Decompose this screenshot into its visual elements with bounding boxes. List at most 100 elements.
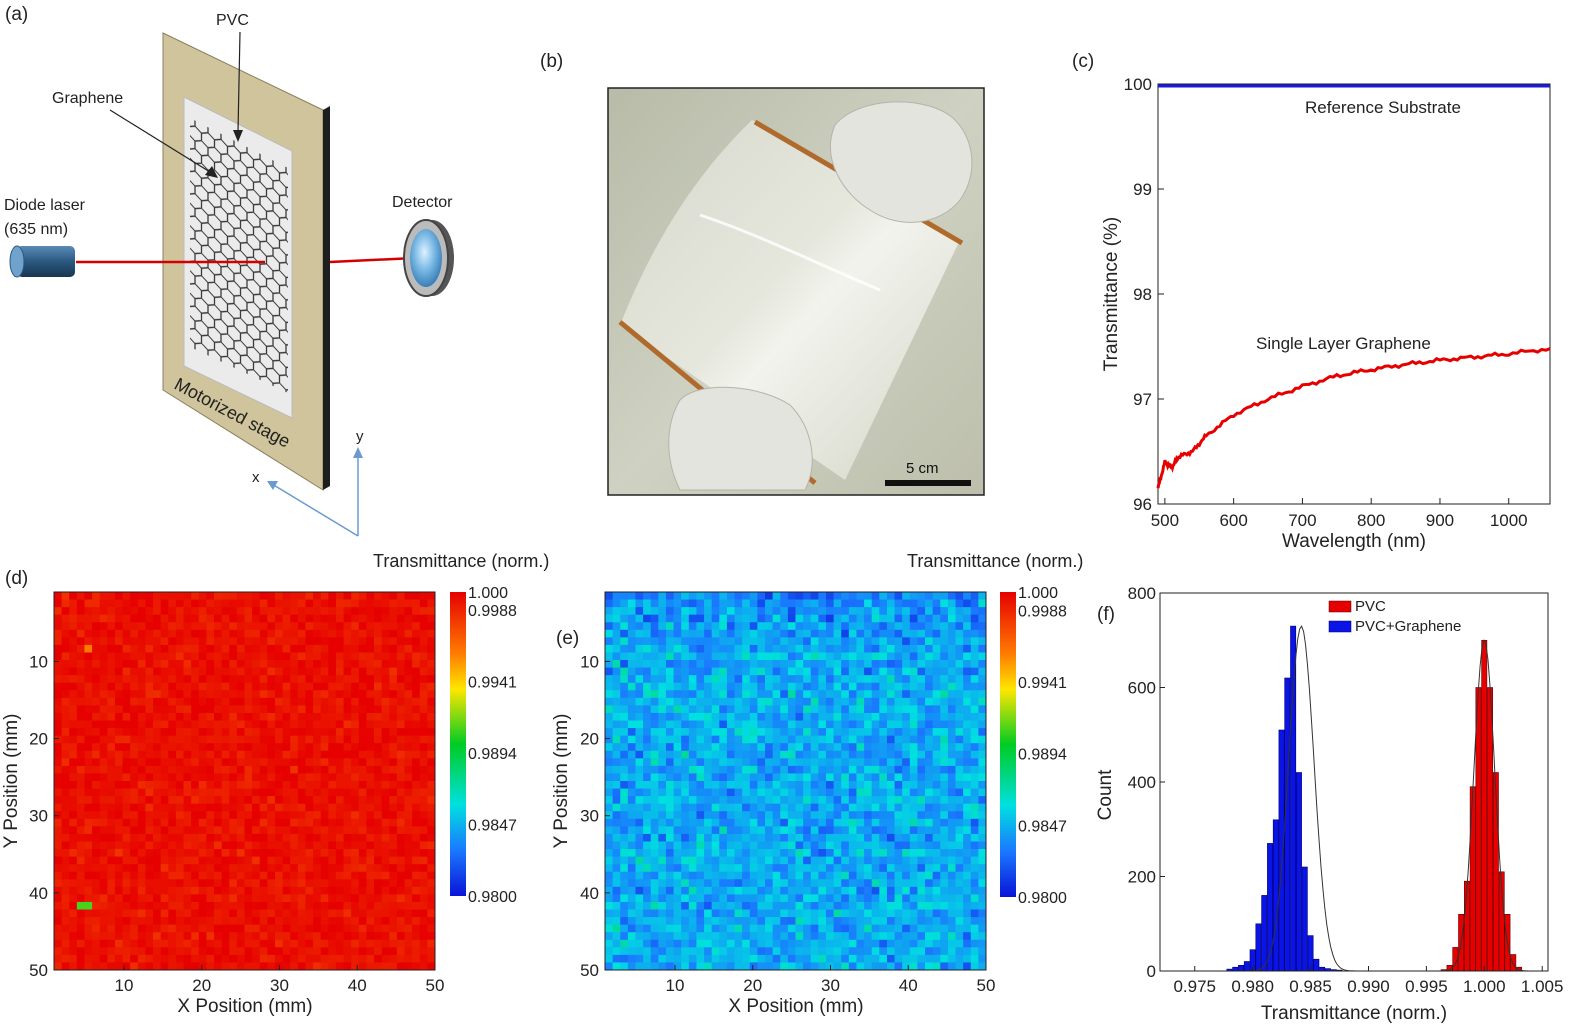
heatmap-cell bbox=[298, 932, 306, 940]
heatmap-cell bbox=[765, 947, 773, 955]
heatmap-cell bbox=[54, 637, 62, 645]
heatmap-cell bbox=[191, 690, 199, 698]
heatmap-cell bbox=[191, 940, 199, 948]
heatmap-cell bbox=[374, 728, 382, 736]
heatmap-cell bbox=[856, 622, 864, 630]
heatmap-cell bbox=[933, 773, 941, 781]
heatmap-cell bbox=[757, 834, 765, 842]
heatmap-cell bbox=[389, 925, 397, 933]
heatmap-cell bbox=[796, 652, 804, 660]
heatmap-cell bbox=[267, 879, 275, 887]
heatmap-cell bbox=[328, 637, 336, 645]
heatmap-cell bbox=[145, 637, 153, 645]
heatmap-cell bbox=[366, 721, 374, 729]
heatmap-cell bbox=[382, 773, 390, 781]
heatmap-cell bbox=[864, 849, 872, 857]
heatmap-cell bbox=[397, 698, 405, 706]
heatmap-cell bbox=[689, 607, 697, 615]
heatmap-cell bbox=[397, 962, 405, 970]
heatmap-cell bbox=[77, 630, 85, 638]
heatmap-cell bbox=[628, 705, 636, 713]
heatmap-cell bbox=[245, 819, 253, 827]
heatmap-cell bbox=[948, 819, 956, 827]
heatmap-cell bbox=[628, 804, 636, 812]
heatmap-cell bbox=[780, 849, 788, 857]
heatmap-cell bbox=[69, 804, 77, 812]
heatmap-cell bbox=[405, 910, 413, 918]
heatmap-cell bbox=[290, 804, 298, 812]
heatmap-cell bbox=[796, 796, 804, 804]
heatmap-cell bbox=[328, 940, 336, 948]
heatmap-cell bbox=[849, 721, 857, 729]
heatmap-cell bbox=[389, 887, 397, 895]
heatmap-cell bbox=[925, 743, 933, 751]
heatmap-cell bbox=[138, 705, 146, 713]
heatmap-cell bbox=[168, 940, 176, 948]
heatmap-cell bbox=[69, 683, 77, 691]
heatmap-cell bbox=[222, 698, 230, 706]
heatmap-cell bbox=[321, 894, 329, 902]
heatmap-cell bbox=[420, 811, 428, 819]
heatmap-cell bbox=[849, 894, 857, 902]
heatmap-cell bbox=[229, 902, 237, 910]
heatmap-cell bbox=[420, 789, 428, 797]
heatmap-cell bbox=[963, 743, 971, 751]
heatmap-cell bbox=[328, 721, 336, 729]
heatmap-cell bbox=[750, 947, 758, 955]
heatmap-cell bbox=[245, 917, 253, 925]
heatmap-cell bbox=[666, 751, 674, 759]
heatmap-cell bbox=[328, 630, 336, 638]
heatmap-cell bbox=[681, 630, 689, 638]
heatmap-cell bbox=[69, 668, 77, 676]
heatmap-cell bbox=[849, 660, 857, 668]
heatmap-cell bbox=[222, 887, 230, 895]
heatmap-cell bbox=[727, 690, 735, 698]
heatmap-cell bbox=[138, 841, 146, 849]
heatmap-cell bbox=[727, 879, 735, 887]
heatmap-cell bbox=[420, 781, 428, 789]
heatmap-cell bbox=[283, 607, 291, 615]
heatmap-cell bbox=[92, 894, 100, 902]
heatmap-cell bbox=[397, 887, 405, 895]
heatmap-cell bbox=[351, 872, 359, 880]
heatmap-cell bbox=[62, 917, 70, 925]
heatmap-cell bbox=[605, 668, 613, 676]
heatmap-cell bbox=[138, 902, 146, 910]
heatmap-cell bbox=[115, 652, 123, 660]
heatmap-cell bbox=[328, 600, 336, 608]
heatmap-cell bbox=[321, 773, 329, 781]
heatmap-cell bbox=[397, 826, 405, 834]
heatmap-cell bbox=[366, 758, 374, 766]
heatmap-cell bbox=[796, 947, 804, 955]
heatmap-cell bbox=[168, 872, 176, 880]
heatmap-cell bbox=[674, 637, 682, 645]
heatmap-cell bbox=[971, 849, 979, 857]
heatmap-cell bbox=[77, 660, 85, 668]
heatmap-cell bbox=[856, 705, 864, 713]
heatmap-cell bbox=[199, 917, 207, 925]
heatmap-cell bbox=[742, 675, 750, 683]
heatmap-cell bbox=[879, 743, 887, 751]
heatmap-cell bbox=[359, 773, 367, 781]
heatmap-cell bbox=[849, 864, 857, 872]
heatmap-cell bbox=[62, 857, 70, 865]
heatmap-cell bbox=[206, 683, 214, 691]
heatmap-cell bbox=[856, 607, 864, 615]
heatmap-cell bbox=[948, 910, 956, 918]
heatmap-cell bbox=[260, 925, 268, 933]
heatmap-cell bbox=[887, 925, 895, 933]
heatmap-cell bbox=[773, 668, 781, 676]
heatmap-cell bbox=[267, 698, 275, 706]
heatmap-cell bbox=[366, 698, 374, 706]
heatmap-cell bbox=[199, 910, 207, 918]
heatmap-cell bbox=[123, 849, 131, 857]
heatmap-cell bbox=[199, 879, 207, 887]
heatmap-cell bbox=[696, 910, 704, 918]
heatmap-cell bbox=[123, 698, 131, 706]
heatmap-cell bbox=[963, 660, 971, 668]
heatmap-cell bbox=[689, 751, 697, 759]
heatmap-cell bbox=[389, 713, 397, 721]
heatmap-cell bbox=[742, 947, 750, 955]
heatmap-cell bbox=[222, 781, 230, 789]
heatmap-cell bbox=[62, 683, 70, 691]
